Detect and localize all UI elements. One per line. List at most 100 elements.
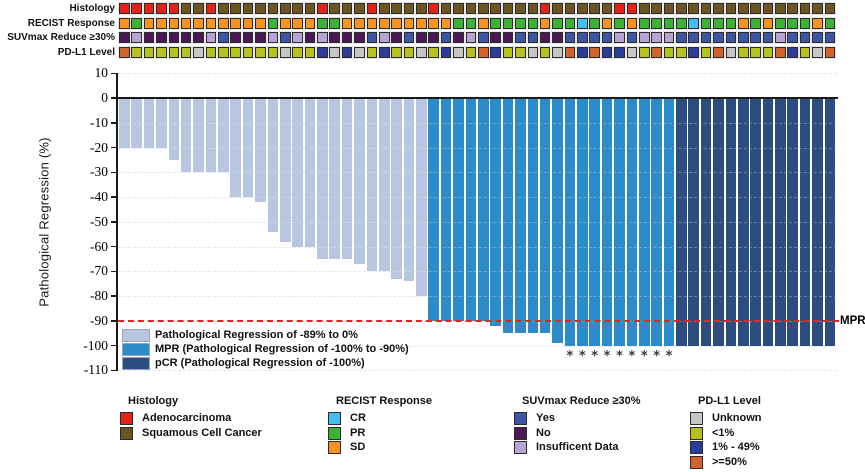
track-cell-recist: [267, 17, 279, 29]
track-cell-histology: [762, 3, 774, 14]
track-cell-histology: [279, 3, 291, 14]
gridline: [118, 246, 837, 248]
track-cell-suvmax: [416, 32, 427, 43]
track-cell-suvmax: [391, 32, 402, 43]
track-cell-recist: [416, 17, 427, 29]
legend-item-label: Adenocarcinoma: [142, 411, 232, 424]
patient-bar-mpr: [515, 98, 526, 334]
asterisk-marker: *: [566, 348, 574, 364]
track-cell-histology: [180, 3, 192, 14]
y-axis-tick: [111, 245, 117, 248]
track-cell-pdl1: [193, 46, 204, 58]
gridline-overlay: [118, 172, 837, 174]
track-cell-pdl1: [812, 46, 823, 58]
track-cell-suvmax: [477, 32, 489, 43]
legend-group-title-histology: Histology: [128, 395, 179, 407]
patient-bar-light: [193, 98, 204, 173]
track-cell-recist: [490, 17, 501, 29]
track-cell-histology: [205, 3, 217, 14]
track-cell-histology: [143, 3, 155, 14]
patient-bar-mpr: [552, 98, 563, 344]
track-cell-recist: [787, 17, 799, 29]
track-cell-recist: [601, 17, 613, 29]
gridline-overlay: [118, 197, 837, 198]
legend-group-title-pd-l1-level: PD-L1 Level: [698, 395, 761, 407]
track-cell-histology: [626, 3, 638, 14]
track-cell-pdl1: [651, 46, 662, 58]
track-cell-suvmax: [601, 32, 613, 43]
patient-bar-light: [205, 98, 217, 173]
patient-bar-mpr: [527, 98, 539, 334]
track-cell-recist: [688, 17, 700, 29]
track-cell-pdl1: [490, 46, 501, 58]
legend-item-label: 1% - 49%: [712, 441, 760, 453]
track-cell-suvmax: [725, 32, 737, 43]
track-label-recist: RECIST Response: [27, 17, 115, 29]
track-cell-recist: [676, 17, 687, 29]
zero-baseline-line: [116, 96, 838, 99]
track-cell-pdl1: [453, 46, 464, 58]
gridline-overlay: [118, 345, 837, 347]
track-cell-pdl1: [156, 46, 167, 58]
asterisk-marker: *: [665, 348, 673, 364]
patient-bar-mpr: [577, 98, 588, 346]
patient-bar-pcr: [676, 98, 687, 346]
legend-item-label: No: [536, 426, 551, 439]
track-cell-histology: [552, 3, 563, 14]
patient-bar-light: [391, 98, 402, 279]
track-cell-pdl1: [527, 46, 539, 58]
y-axis-tick: [111, 171, 117, 173]
y-axis-tick: [111, 72, 117, 74]
track-cell-recist: [119, 17, 130, 29]
gridline: [118, 271, 837, 273]
y-axis-tick: [111, 320, 117, 322]
track-cell-histology: [131, 3, 142, 14]
y-axis-tick: [111, 97, 117, 99]
legend-item-swatch: [514, 411, 527, 425]
track-cell-pdl1: [799, 46, 811, 58]
track-cell-histology: [490, 3, 501, 14]
track-cell-suvmax: [502, 32, 514, 43]
track-cell-histology: [119, 3, 130, 14]
track-cell-pdl1: [638, 46, 650, 58]
track-cell-pdl1: [267, 46, 279, 58]
track-cell-histology: [156, 3, 167, 14]
track-cell-recist: [304, 17, 316, 29]
track-cell-suvmax: [663, 32, 675, 43]
track-cell-pdl1: [477, 46, 489, 58]
track-cell-recist: [527, 17, 539, 29]
track-cell-recist: [230, 17, 241, 29]
patient-bar-mpr: [663, 98, 675, 346]
track-cell-histology: [292, 3, 303, 14]
y-axis-tick-label: -40: [90, 189, 108, 204]
track-cell-histology: [700, 3, 712, 14]
track-cell-suvmax: [762, 32, 774, 43]
track-cell-pdl1: [552, 46, 563, 58]
track-cell-histology: [304, 3, 316, 14]
patient-bar-mpr: [502, 98, 514, 334]
track-cell-suvmax: [453, 32, 464, 43]
patient-bar-light: [354, 98, 365, 264]
legend-swatch-mpr: [122, 343, 150, 356]
track-cell-suvmax: [651, 32, 662, 43]
y-axis-tick: [111, 369, 117, 371]
track-cell-pdl1: [787, 46, 799, 58]
track-cell-histology: [440, 3, 452, 14]
track-cell-recist: [329, 17, 341, 29]
track-cell-suvmax: [775, 32, 786, 43]
track-cell-recist: [713, 17, 724, 29]
patient-bar-mpr: [651, 98, 662, 346]
track-cell-recist: [279, 17, 291, 29]
track-cell-recist: [725, 17, 737, 29]
track-cell-suvmax: [527, 32, 539, 43]
gridline-overlay: [118, 147, 837, 149]
legend-label-light: Pathological Regression of -89% to 0%: [155, 328, 358, 341]
track-cell-recist: [638, 17, 650, 29]
track-cell-suvmax: [688, 32, 700, 43]
track-cell-suvmax: [737, 32, 749, 43]
patient-bar-light: [168, 98, 180, 160]
track-cell-pdl1: [255, 46, 266, 58]
track-cell-histology: [725, 3, 737, 14]
track-cell-pdl1: [713, 46, 724, 58]
